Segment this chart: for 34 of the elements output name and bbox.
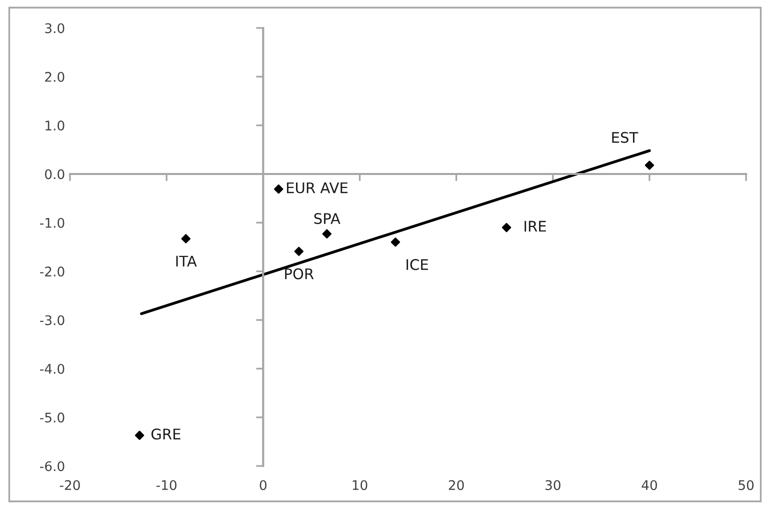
annotation: EUR AVE (286, 182, 348, 194)
point (274, 184, 284, 194)
y-tick-label: 2.0 (45, 72, 64, 82)
annotation: EST (612, 132, 638, 143)
point (644, 160, 654, 170)
x-tick-label: -10 (156, 480, 176, 490)
x-tick-label: 50 (738, 480, 754, 490)
y-tick-label: -6.0 (40, 461, 64, 472)
y-tick-label: 3.0 (45, 23, 64, 34)
annotation: SPA (314, 213, 340, 224)
y-tick-label: -2.0 (40, 266, 64, 277)
point (181, 234, 191, 244)
x-tick-label: 20 (448, 480, 464, 490)
point (134, 430, 144, 440)
y-tick-label: 0.0 (45, 169, 64, 180)
x-tick-label: 0 (260, 480, 266, 490)
y-tick-label: -3.0 (40, 315, 64, 326)
y-tick-label: -5.0 (40, 412, 64, 423)
x-tick-label: 10 (352, 480, 368, 490)
y-tick-label: -1.0 (40, 218, 64, 228)
point (502, 222, 512, 232)
y-tick-label: -4.0 (40, 364, 64, 374)
annotation: POR (285, 268, 314, 280)
point (390, 238, 400, 247)
x-tick-label: -20 (60, 480, 80, 490)
annotation: GRE (151, 428, 180, 440)
annotation: IRE (524, 220, 546, 232)
y-tick-label: 1.0 (46, 120, 64, 131)
x-tick-label: 40 (642, 480, 657, 490)
point (322, 229, 332, 238)
point (294, 246, 304, 256)
annotation: ICE (406, 259, 428, 270)
x-tick-label: 30 (546, 480, 560, 490)
annotation: ITA (176, 256, 197, 266)
